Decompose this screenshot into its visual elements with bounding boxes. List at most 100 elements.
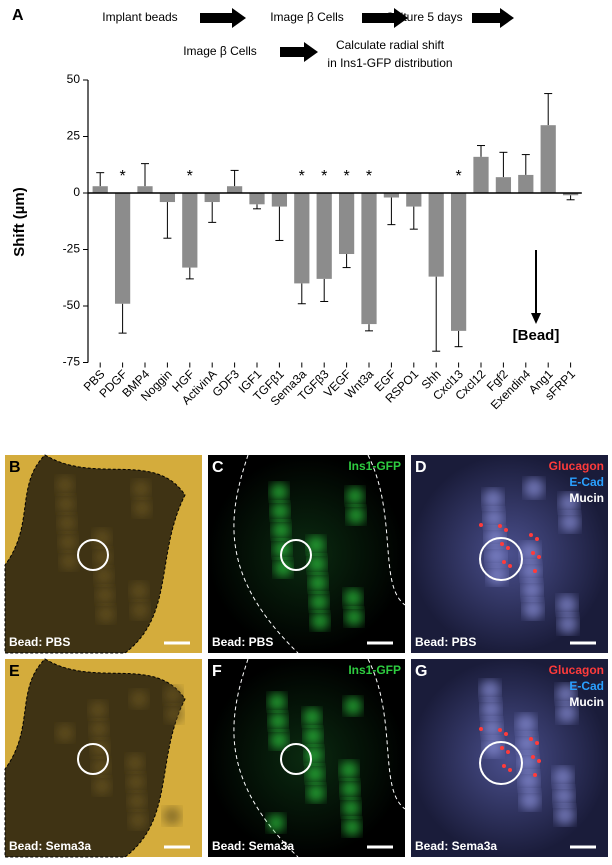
- bead-outline: [280, 743, 312, 775]
- cell: [555, 805, 575, 825]
- stain-label: Mucin: [569, 491, 604, 505]
- glucagon-cell: [479, 523, 483, 527]
- bead-label: Bead: PBS: [212, 635, 273, 649]
- cell: [482, 718, 502, 738]
- cell: [523, 599, 543, 619]
- workflow-step: Implant beads: [102, 10, 177, 24]
- bead-outline: [479, 741, 523, 785]
- significance-star: *: [366, 168, 372, 185]
- panel-letter: C: [212, 459, 224, 476]
- cell: [129, 811, 147, 829]
- bead-outline: [77, 539, 109, 571]
- cell: [58, 514, 76, 532]
- stain-label: Ins1-GFP: [348, 459, 401, 473]
- arrow: [362, 8, 408, 28]
- arrow: [280, 42, 318, 62]
- glucagon-cell: [537, 555, 541, 559]
- cell: [344, 697, 362, 715]
- glucagon-cell: [531, 551, 535, 555]
- panel-letter: A: [12, 7, 24, 24]
- stain-label: Glucagon: [549, 459, 604, 473]
- glucagon-cell: [535, 537, 539, 541]
- bead-label: Bead: PBS: [9, 635, 70, 649]
- cell: [560, 512, 580, 532]
- glucagon-cell: [502, 560, 506, 564]
- annotation: [Bead]: [513, 327, 560, 344]
- cell: [340, 761, 358, 779]
- y-tick-label: -75: [63, 355, 81, 369]
- cell: [131, 601, 149, 619]
- bar: [428, 193, 444, 277]
- stain-label: Ins1-GFP: [348, 663, 401, 677]
- cell: [559, 493, 579, 513]
- cell: [270, 731, 288, 749]
- significance-star: *: [119, 168, 125, 185]
- cell: [269, 712, 287, 730]
- cell: [60, 552, 78, 570]
- cell: [517, 733, 537, 753]
- y-tick-label: -50: [63, 298, 81, 312]
- y-axis-label: Shift (µm): [11, 187, 28, 256]
- bar: [114, 193, 131, 304]
- glucagon-cell: [537, 759, 541, 763]
- significance-star: *: [299, 168, 305, 185]
- glucagon-cell: [508, 768, 512, 772]
- bar: [450, 193, 467, 331]
- glucagon-cell: [504, 732, 508, 736]
- y-tick-label: -25: [63, 242, 81, 256]
- cell: [520, 542, 540, 562]
- significance-star: *: [321, 168, 327, 185]
- cell: [93, 777, 111, 795]
- glucagon-cell: [529, 737, 533, 741]
- image-panel: G Glucagon E-Cad Mucin Bead: Sema3a: [411, 659, 608, 857]
- glucagon-cell: [506, 546, 510, 550]
- cell: [522, 580, 542, 600]
- cell: [268, 693, 286, 711]
- cell: [304, 727, 322, 745]
- bar: [316, 193, 332, 279]
- bar: [271, 193, 288, 207]
- bead-label: Bead: Sema3a: [415, 839, 497, 853]
- panel-letter: G: [415, 663, 427, 680]
- bar: [226, 186, 243, 193]
- stain-label: Glucagon: [549, 663, 604, 677]
- bar: [495, 177, 512, 193]
- cell: [516, 714, 536, 734]
- cell: [556, 684, 576, 704]
- cell: [97, 605, 115, 623]
- bar: [518, 174, 534, 193]
- bar: [204, 193, 220, 203]
- cell: [307, 536, 325, 554]
- stain-label: Mucin: [569, 695, 604, 709]
- cell: [95, 567, 113, 585]
- stain-label: E-Cad: [569, 679, 604, 693]
- panel-letter: E: [9, 663, 20, 680]
- cell: [133, 499, 151, 517]
- glucagon-cell: [498, 524, 502, 528]
- cell: [96, 586, 114, 604]
- glucagon-cell: [504, 528, 508, 532]
- cell: [56, 724, 74, 742]
- cell: [309, 574, 327, 592]
- significance-star: *: [343, 168, 349, 185]
- cell: [56, 476, 74, 494]
- cell: [487, 565, 507, 585]
- cell: [274, 559, 292, 577]
- bead-label: Bead: PBS: [415, 635, 476, 649]
- cell: [520, 790, 540, 810]
- bar: [540, 125, 556, 193]
- cell: [347, 506, 365, 524]
- arrow: [531, 313, 541, 324]
- stain-label: E-Cad: [569, 475, 604, 489]
- bar: [159, 193, 176, 203]
- bar: [137, 186, 153, 193]
- cell: [341, 780, 359, 798]
- bead-outline: [77, 743, 109, 775]
- panel-letter: D: [415, 459, 427, 476]
- significance-star: *: [187, 168, 193, 185]
- cell: [342, 799, 360, 817]
- arrow: [472, 8, 514, 28]
- glucagon-cell: [533, 569, 537, 573]
- workflow-step: Calculate radial shift: [336, 38, 445, 52]
